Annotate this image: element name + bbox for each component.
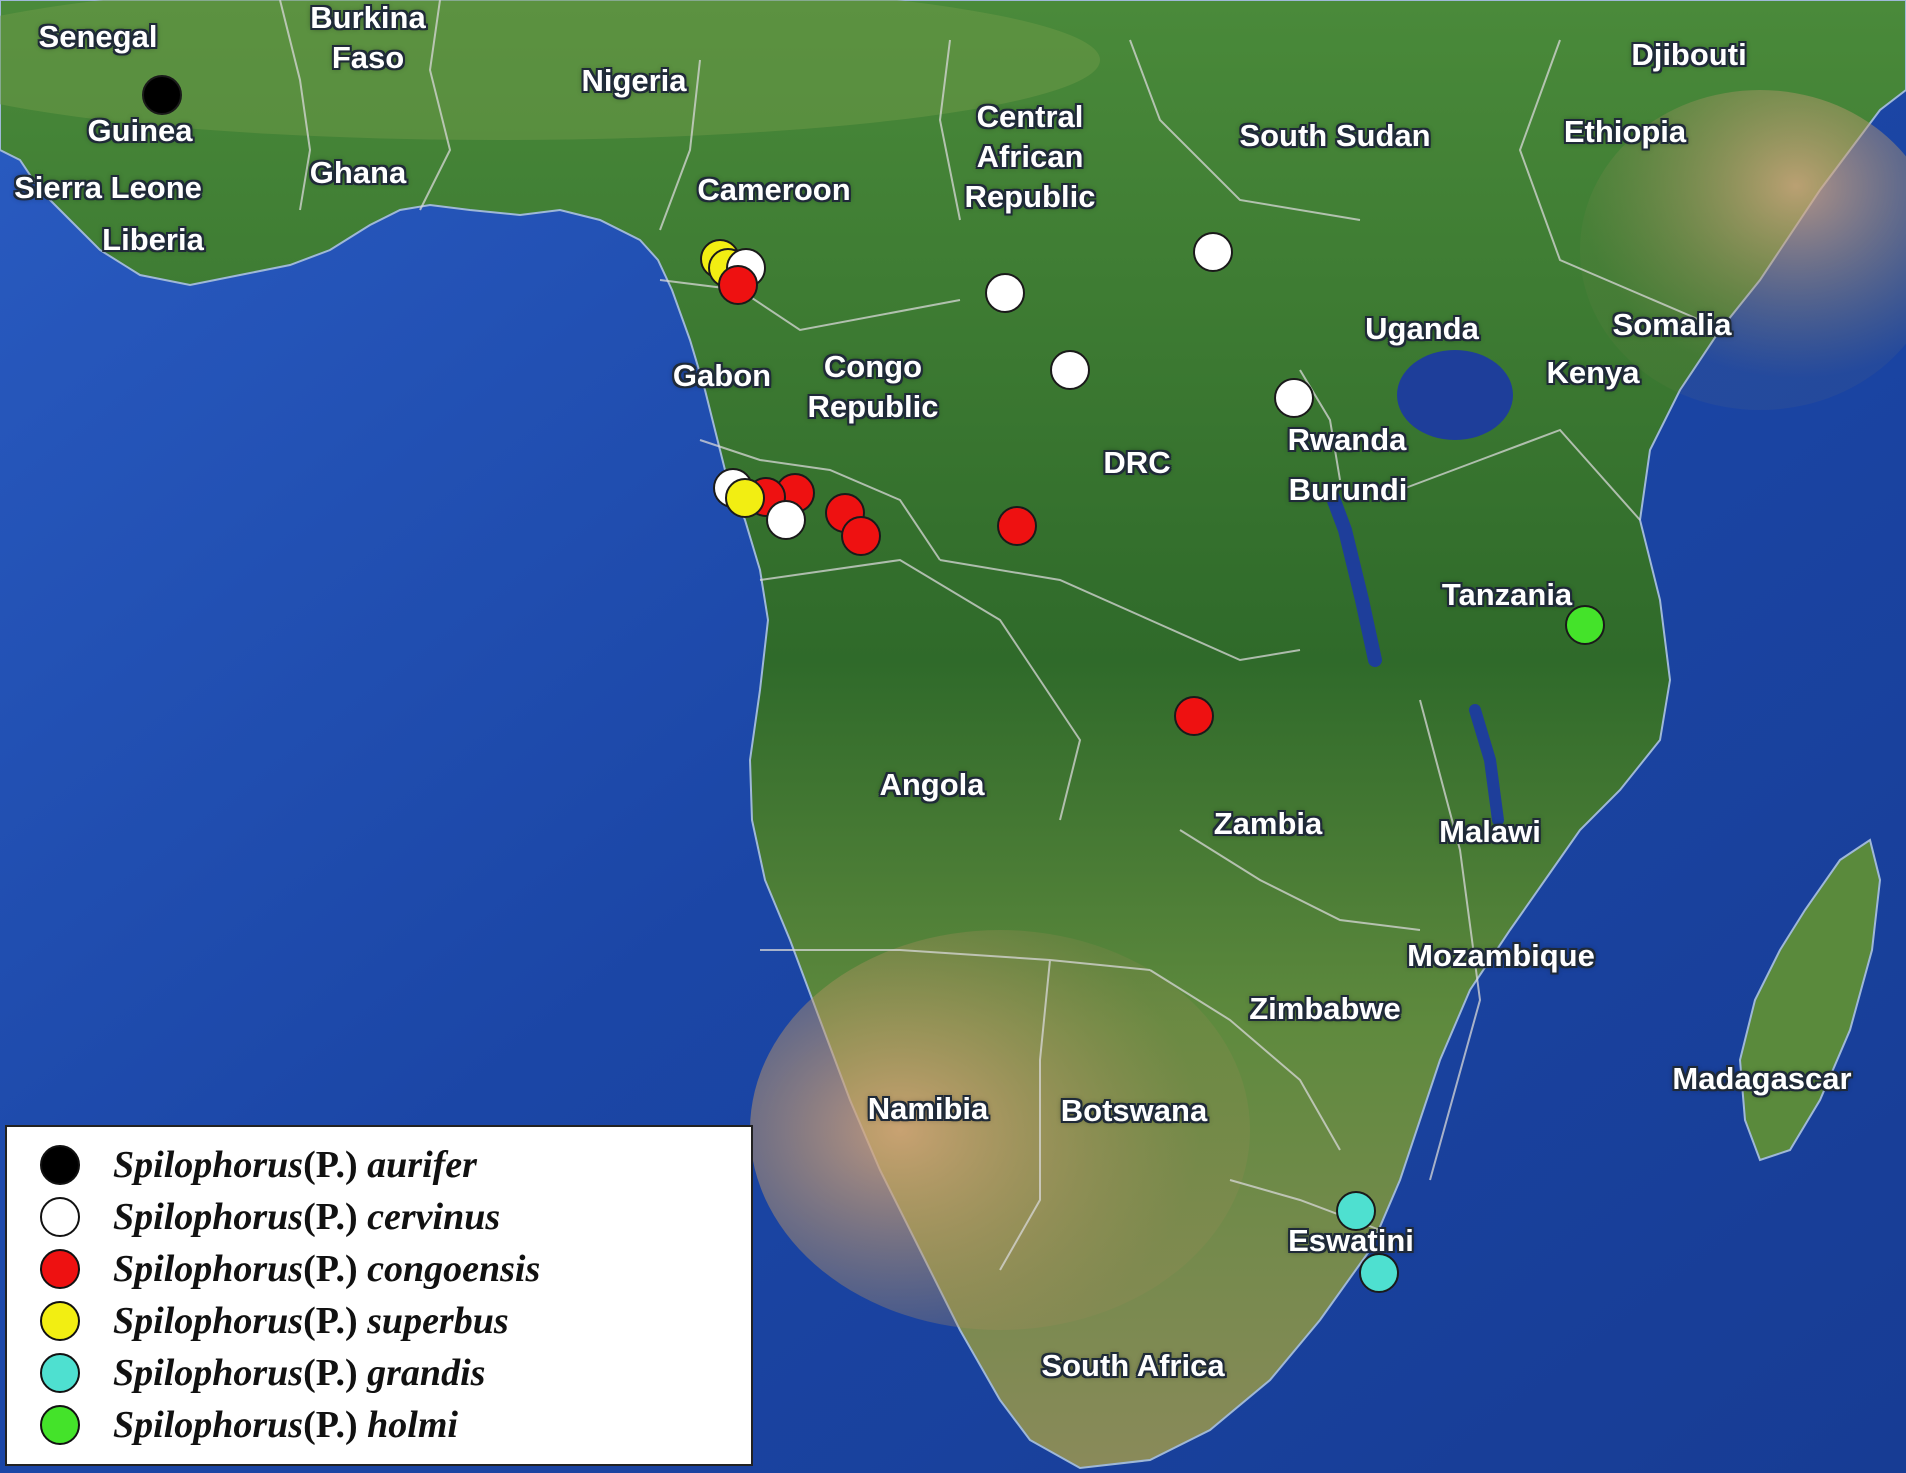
country-label-gabon: Gabon [672, 358, 772, 393]
legend-subgenus: (P.) [303, 1404, 358, 1446]
legend: Spilophorus(P.) aurifer Spilophorus(P.) … [5, 1125, 753, 1466]
marker-congoensis [997, 506, 1037, 546]
marker-cervinus [766, 500, 806, 540]
legend-label: Spilophorus(P.) cervinus [113, 1191, 500, 1243]
legend-epithet: grandis [367, 1352, 486, 1394]
country-label-burundi: Burundi [1288, 472, 1408, 507]
country-label-ethiopia: Ethiopia [1563, 114, 1687, 149]
country-label-botswana: Botswana [1060, 1093, 1208, 1128]
legend-dot-icon [40, 1301, 80, 1341]
legend-genus: Spilophorus [113, 1144, 304, 1186]
legend-label: Spilophorus(P.) superbus [113, 1295, 509, 1347]
legend-dot-icon [40, 1249, 80, 1289]
horn-arid-region [1580, 90, 1906, 410]
legend-item-superbus: Spilophorus(P.) superbus [7, 1295, 747, 1345]
marker-congoensis [718, 265, 758, 305]
kalahari-desert [750, 930, 1250, 1330]
legend-genus: Spilophorus [113, 1300, 304, 1342]
lake-malawi [1469, 704, 1504, 826]
legend-dot-icon [40, 1405, 80, 1445]
legend-item-congoensis: Spilophorus(P.) congoensis [7, 1243, 747, 1293]
marker-grandis [1359, 1253, 1399, 1293]
country-label-south-sudan: South Sudan [1239, 118, 1431, 153]
legend-epithet: aurifer [367, 1144, 477, 1186]
marker-congoensis [841, 516, 881, 556]
country-label-namibia: Namibia [867, 1091, 989, 1126]
legend-item-aurifer: Spilophorus(P.) aurifer [7, 1139, 747, 1189]
legend-item-grandis: Spilophorus(P.) grandis [7, 1347, 747, 1397]
legend-subgenus: (P.) [303, 1352, 358, 1394]
legend-label: Spilophorus(P.) congoensis [113, 1243, 540, 1295]
country-label-tanzania: Tanzania [1441, 577, 1573, 612]
country-label-madagascar: Madagascar [1672, 1061, 1852, 1096]
country-label-drc: DRC [1103, 445, 1171, 480]
country-label-burkina-faso: Burkina Faso [310, 0, 426, 75]
country-label-sierra-leone: Sierra Leone [14, 170, 202, 205]
country-label-nigeria: Nigeria [581, 63, 687, 98]
marker-cervinus [1193, 232, 1233, 272]
legend-epithet: holmi [367, 1404, 458, 1446]
legend-epithet: cervinus [367, 1196, 501, 1238]
legend-label: Spilophorus(P.) aurifer [113, 1139, 477, 1191]
country-label-uganda: Uganda [1365, 311, 1479, 346]
country-label-kenya: Kenya [1546, 355, 1640, 390]
legend-genus: Spilophorus [113, 1352, 304, 1394]
legend-label: Spilophorus(P.) holmi [113, 1399, 458, 1451]
legend-genus: Spilophorus [113, 1196, 304, 1238]
marker-grandis [1336, 1191, 1376, 1231]
legend-dot-icon [40, 1353, 80, 1393]
legend-epithet: congoensis [367, 1248, 541, 1290]
country-label-malawi: Malawi [1439, 814, 1541, 849]
country-label-mozambique: Mozambique [1407, 938, 1595, 973]
marker-superbus [725, 478, 765, 518]
marker-congoensis [1174, 696, 1214, 736]
legend-dot-icon [40, 1197, 80, 1237]
legend-subgenus: (P.) [303, 1144, 358, 1186]
marker-cervinus [1050, 350, 1090, 390]
legend-item-cervinus: Spilophorus(P.) cervinus [7, 1191, 747, 1241]
madagascar-island [1738, 838, 1882, 1162]
country-label-senegal: Senegal [38, 19, 158, 54]
lake-victoria [1397, 350, 1513, 440]
marker-cervinus [1274, 378, 1314, 418]
legend-subgenus: (P.) [303, 1196, 358, 1238]
legend-subgenus: (P.) [303, 1300, 358, 1342]
country-label-cameroon: Cameroon [697, 172, 851, 207]
country-label-rwanda: Rwanda [1287, 422, 1407, 457]
legend-item-holmi: Spilophorus(P.) holmi [7, 1399, 747, 1449]
country-label-zambia: Zambia [1213, 806, 1323, 841]
country-label-zimbabwe: Zimbabwe [1249, 991, 1401, 1026]
country-label-ghana: Ghana [309, 155, 407, 190]
country-label-guinea: Guinea [87, 113, 193, 148]
legend-epithet: superbus [367, 1300, 509, 1342]
sahel-region [0, 0, 1100, 140]
marker-cervinus [985, 273, 1025, 313]
legend-genus: Spilophorus [113, 1248, 304, 1290]
legend-dot-icon [40, 1145, 80, 1185]
legend-genus: Spilophorus [113, 1404, 304, 1446]
country-label-central-african-republic: Central African Republic [964, 99, 1096, 214]
marker-aurifer [142, 75, 182, 115]
country-label-djibouti: Djibouti [1631, 37, 1747, 72]
marker-holmi [1565, 605, 1605, 645]
country-label-liberia: Liberia [102, 222, 204, 257]
country-label-angola: Angola [879, 767, 985, 802]
country-label-congo-republic: Congo Republic [807, 349, 939, 424]
country-label-south-africa: South Africa [1041, 1348, 1225, 1383]
lake-tanganyika [1323, 483, 1382, 667]
legend-subgenus: (P.) [303, 1248, 358, 1290]
legend-label: Spilophorus(P.) grandis [113, 1347, 485, 1399]
country-label-somalia: Somalia [1612, 307, 1732, 342]
